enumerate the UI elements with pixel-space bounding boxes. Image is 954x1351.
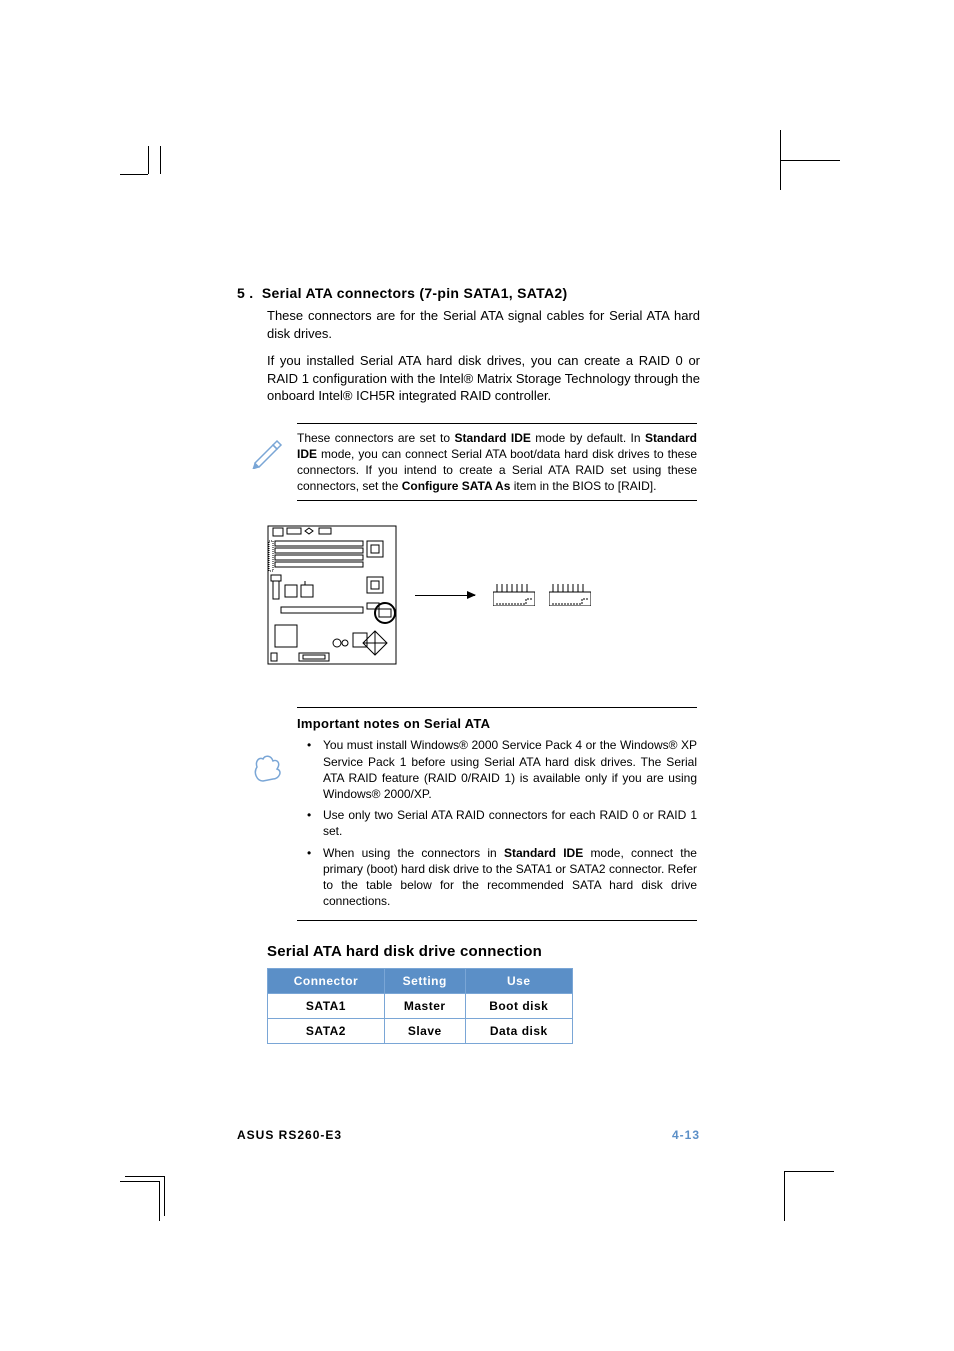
sata-connector-icon	[549, 584, 591, 606]
list-item: When using the connectors in Standard ID…	[311, 845, 697, 910]
note-text: item in the BIOS to [RAID].	[510, 479, 656, 493]
table-cell: Master	[384, 994, 465, 1019]
page-footer: ASUS RS260-E3 4-13	[237, 1128, 700, 1142]
section-body: These connectors are for the Serial ATA …	[267, 307, 700, 405]
list-item: Use only two Serial ATA RAID connectors …	[311, 807, 697, 839]
crop-mark	[125, 1176, 165, 1216]
section-number: 5 .	[237, 285, 253, 301]
motherboard-outline	[267, 525, 397, 665]
pencil-icon	[249, 433, 285, 469]
footer-product: ASUS RS260-E3	[237, 1128, 342, 1142]
paragraph: These connectors are for the Serial ATA …	[267, 307, 700, 342]
paragraph: If you installed Serial ATA hard disk dr…	[267, 352, 700, 405]
list-item-text: When using the connectors in	[323, 846, 504, 860]
important-title: Important notes on Serial ATA	[297, 716, 697, 731]
crop-mark	[148, 146, 149, 174]
page-content: 5 . Serial ATA connectors (7-pin SATA1, …	[237, 285, 700, 1044]
table-header: Setting	[384, 969, 465, 994]
hand-icon	[249, 751, 285, 787]
note-box: These connectors are set to Standard IDE…	[297, 423, 697, 502]
note-text: mode by default. In	[531, 431, 645, 445]
section-title: 5 . Serial ATA connectors (7-pin SATA1, …	[237, 285, 700, 301]
table-header: Connector	[268, 969, 385, 994]
table-row: SATA2 Slave Data disk	[268, 1019, 573, 1044]
note-bold: Configure SATA As	[402, 479, 511, 493]
table-cell: Boot disk	[465, 994, 572, 1019]
section-title-text: Serial ATA connectors (7-pin SATA1, SATA…	[262, 285, 568, 301]
crop-mark	[160, 146, 161, 174]
note-text: These connectors are set to	[297, 431, 454, 445]
table-header: Use	[465, 969, 572, 994]
table-row: SATA1 Master Boot disk	[268, 994, 573, 1019]
connection-table: Connector Setting Use SATA1 Master Boot …	[267, 968, 573, 1044]
crop-mark	[120, 174, 148, 175]
list-item: You must install Windows® 2000 Service P…	[311, 737, 697, 802]
list-item-bold: Standard IDE	[504, 846, 583, 860]
footer-page-number: 4-13	[672, 1128, 700, 1142]
table-heading: Serial ATA hard disk drive connection	[267, 943, 700, 960]
sata-connectors	[493, 584, 591, 606]
table-cell: Data disk	[465, 1019, 572, 1044]
motherboard-diagram	[267, 525, 700, 665]
table-cell: Slave	[384, 1019, 465, 1044]
table-cell: SATA2	[268, 1019, 385, 1044]
important-notes: Important notes on Serial ATA You must i…	[297, 707, 697, 921]
crop-mark	[784, 1171, 824, 1211]
sata-connector-icon	[493, 584, 535, 606]
arrow-icon	[415, 595, 475, 596]
crop-mark	[780, 160, 840, 161]
note-bold: Standard IDE	[454, 431, 530, 445]
table-cell: SATA1	[268, 994, 385, 1019]
important-list: You must install Windows® 2000 Service P…	[297, 737, 697, 909]
table-header-row: Connector Setting Use	[268, 969, 573, 994]
